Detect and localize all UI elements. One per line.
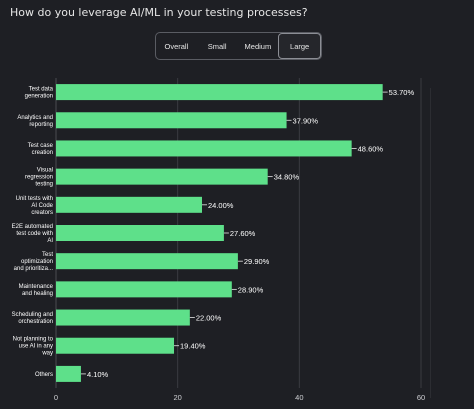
x-tick-label: 0 bbox=[54, 393, 58, 402]
bar bbox=[56, 281, 232, 298]
bar-value-label: 37.90% bbox=[293, 116, 319, 125]
x-tick-label: 20 bbox=[173, 393, 181, 402]
x-tick-label: 40 bbox=[295, 393, 303, 402]
category-label: Test bbox=[42, 252, 53, 258]
category-label: creators bbox=[31, 210, 53, 216]
category-label: Test data bbox=[29, 87, 54, 93]
category-label: Test case bbox=[28, 143, 54, 149]
category-label: Maintenance bbox=[19, 284, 54, 290]
bar bbox=[56, 168, 268, 185]
chart-question-title: How do you leverage AI/ML in your testin… bbox=[10, 6, 308, 19]
category-label: AI Code bbox=[31, 203, 53, 209]
company-size-toggle: Overall Small Medium Large bbox=[155, 32, 322, 60]
category-label: testing bbox=[35, 182, 53, 188]
category-label: reporting bbox=[29, 122, 53, 128]
bar bbox=[56, 84, 383, 101]
x-tick-label: 60 bbox=[417, 393, 425, 402]
category-label: Scheduling and bbox=[12, 312, 53, 318]
tab-large[interactable]: Large bbox=[278, 33, 321, 59]
category-label: optimization bbox=[21, 259, 53, 265]
bar-value-label: 34.80% bbox=[274, 173, 300, 182]
bar bbox=[56, 225, 224, 241]
category-label: creation bbox=[32, 150, 53, 156]
category-label: Visual bbox=[37, 168, 53, 174]
bar-value-label: 24.00% bbox=[208, 201, 234, 210]
category-label: E2E automated bbox=[12, 224, 53, 230]
panel-divider bbox=[430, 88, 431, 398]
category-label: orchestration bbox=[18, 319, 53, 325]
category-label: Others bbox=[35, 372, 53, 378]
category-label: use AI in any bbox=[19, 344, 53, 350]
bar bbox=[56, 309, 190, 326]
category-label: Not planning to bbox=[13, 337, 54, 343]
category-label: regression bbox=[25, 175, 53, 181]
category-label: test code with bbox=[16, 231, 53, 237]
tab-medium[interactable]: Medium bbox=[244, 41, 272, 51]
bar-value-label: 53.70% bbox=[389, 88, 415, 97]
category-label: Unit tests with bbox=[16, 196, 53, 202]
bar-value-label: 29.90% bbox=[244, 257, 270, 266]
bar-value-label: 22.00% bbox=[196, 314, 222, 323]
category-label: Analytics and bbox=[17, 115, 53, 121]
category-label: and healing bbox=[22, 291, 53, 297]
bar bbox=[56, 112, 287, 129]
category-label: AI bbox=[47, 238, 53, 244]
category-label: and prioritiza... bbox=[14, 266, 54, 272]
bar-value-label: 4.10% bbox=[87, 370, 109, 379]
bar-value-label: 28.90% bbox=[238, 285, 264, 294]
category-label: way bbox=[41, 351, 53, 357]
bar bbox=[56, 253, 238, 270]
bar-value-label: 48.60% bbox=[358, 144, 384, 153]
bar bbox=[56, 196, 202, 213]
tab-overall[interactable]: Overall bbox=[164, 41, 189, 51]
category-label: generation bbox=[25, 94, 53, 100]
bar bbox=[56, 140, 352, 157]
bar-value-label: 27.60% bbox=[230, 229, 256, 238]
bar bbox=[56, 365, 81, 382]
bar bbox=[56, 337, 175, 354]
tab-small[interactable]: Small bbox=[207, 41, 227, 51]
bar-value-label: 19.40% bbox=[180, 342, 206, 351]
